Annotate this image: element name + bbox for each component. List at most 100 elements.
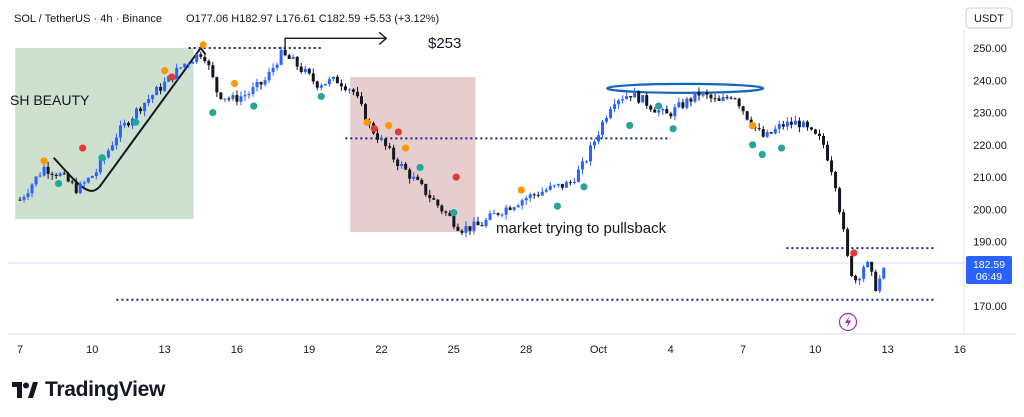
candle-body	[191, 61, 195, 64]
x-tick-label: 22	[375, 344, 387, 356]
y-tick-label: 200.00	[973, 204, 1007, 216]
candle-body	[203, 56, 207, 62]
candle-body	[452, 215, 456, 227]
candle-body	[243, 95, 247, 97]
candle-body	[689, 98, 693, 102]
signal-marker-orange	[402, 144, 410, 152]
candle-body	[601, 121, 605, 136]
candle-body	[388, 146, 392, 148]
candle-body	[347, 89, 351, 91]
candle-body	[813, 129, 817, 134]
candle-body	[789, 121, 793, 125]
currency-button[interactable]	[965, 7, 1013, 29]
candle-body	[821, 136, 825, 145]
y-tick-label: 190.00	[973, 237, 1007, 249]
candle-body	[528, 194, 532, 199]
zones-layer	[15, 48, 476, 232]
candle-body	[223, 98, 227, 100]
candle-body	[552, 185, 556, 187]
candle-body	[42, 166, 46, 176]
candle-body	[637, 91, 641, 103]
signal-marker-red	[79, 144, 87, 152]
candle-body	[90, 176, 94, 178]
candle-body	[299, 66, 303, 73]
candle-body	[147, 98, 151, 103]
x-tick-label: 10	[86, 344, 98, 356]
candle-body	[737, 98, 741, 107]
candle-body	[106, 150, 110, 158]
candle-body	[135, 108, 139, 119]
candle-body	[540, 191, 544, 196]
tradingview-logo[interactable]: TradingView	[12, 378, 165, 402]
candle-body	[741, 106, 745, 112]
x-tick-label: 4	[668, 344, 674, 356]
x-tick-label: 28	[520, 344, 532, 356]
candle-body	[364, 104, 368, 122]
candle-body	[532, 194, 536, 196]
candle-body	[110, 145, 114, 151]
candle-body	[830, 160, 834, 172]
candle-body	[303, 68, 307, 73]
candle-body	[30, 184, 34, 194]
candle-body	[408, 169, 412, 179]
candle-body	[307, 68, 311, 74]
candle-body	[665, 109, 669, 114]
candle-body	[207, 61, 211, 66]
signal-marker-green	[209, 108, 217, 117]
candle-body	[74, 182, 78, 194]
pattern-label: SH BEAUTY	[10, 92, 90, 108]
candle-body	[592, 141, 596, 146]
candle-body	[556, 183, 560, 186]
candle-body	[468, 226, 472, 231]
signal-marker-green	[749, 141, 757, 149]
candle-body	[709, 94, 713, 99]
candle-body	[291, 56, 295, 59]
candle-body	[544, 189, 548, 192]
candle-body	[870, 261, 874, 272]
price-axis[interactable]: 250.00 240.00 230.00 220.00 210.00 200.00 190.…	[973, 43, 1007, 313]
candle-body	[480, 225, 484, 227]
candle-body	[597, 135, 601, 142]
candle-body	[858, 278, 862, 281]
candle-body	[661, 109, 665, 111]
candle-body	[805, 121, 809, 128]
candle-body	[572, 181, 576, 183]
cup-handle-curve	[52, 46, 207, 192]
green-zone	[15, 48, 194, 220]
red-zone	[350, 77, 476, 232]
signal-marker-red	[850, 249, 858, 257]
candle-body	[251, 87, 255, 95]
candle-body	[605, 117, 609, 122]
signal-marker-green	[553, 202, 562, 210]
y-tick-label: 240.00	[973, 75, 1007, 87]
candle-body	[50, 173, 54, 175]
candle-body	[404, 163, 408, 170]
candle-body	[428, 194, 432, 199]
candle-body	[669, 113, 673, 117]
lightning-icon[interactable]	[838, 312, 858, 332]
candle-body	[785, 121, 789, 127]
candle-body	[412, 176, 416, 179]
candle-body	[424, 183, 428, 195]
x-tick-label: 16	[231, 344, 243, 356]
signal-marker-orange	[199, 41, 207, 49]
signal-marker-orange	[230, 79, 239, 88]
candle-body	[255, 81, 259, 88]
candle-body	[508, 207, 512, 210]
candle-body	[854, 275, 858, 281]
symbol-title: SOL / TetherUS · 4h · Binance	[14, 13, 162, 25]
candle-body	[850, 255, 854, 276]
candle-body	[729, 97, 733, 99]
y-tick-label: 210.00	[973, 172, 1007, 184]
candle-body	[681, 102, 685, 108]
candle-body	[327, 79, 331, 84]
time-axis[interactable]: 7 10 13 16 19 22 25 28 Oct 4 7 10 13 16	[17, 344, 966, 356]
candle-body	[163, 81, 167, 91]
signal-marker-red	[394, 128, 402, 136]
x-tick-label: 13	[158, 344, 170, 356]
candle-body	[199, 54, 203, 57]
candle-body	[295, 56, 299, 67]
candle-body	[339, 83, 343, 87]
candle-body	[58, 173, 62, 177]
